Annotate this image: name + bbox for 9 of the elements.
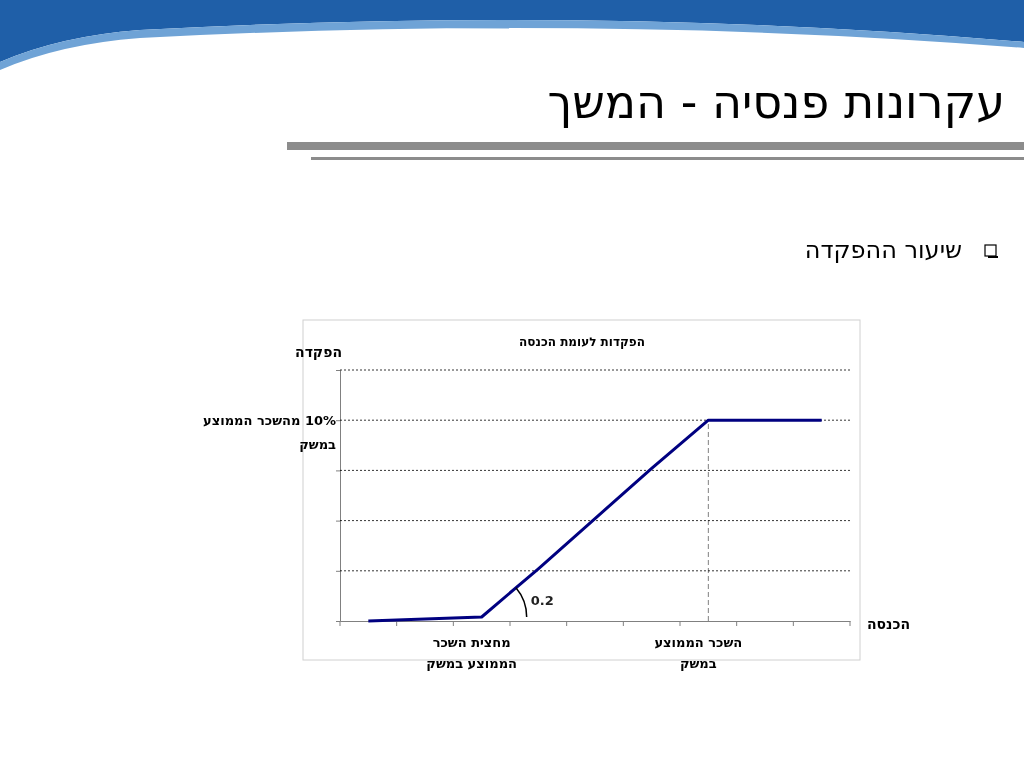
chart-title: עקרונות פנסיה - המשך: [547, 75, 1005, 129]
x-tick-label: השכר הממוצע במשק: [654, 635, 743, 671]
text: הפקדות לעומת הכנסה: [519, 335, 645, 349]
chart-subtitle: שיעור ההפקדה: [804, 236, 962, 264]
annotation: 0.2: [530, 592, 554, 608]
x-axis-title: הכנסה: [866, 616, 910, 632]
ref-line-label: 10% מהשכר הממוצע במשק: [203, 413, 337, 453]
y-axis-title: הפקדה: [295, 344, 342, 360]
x-tick-label: מחצית השכר הממוצע במשק: [426, 635, 517, 671]
